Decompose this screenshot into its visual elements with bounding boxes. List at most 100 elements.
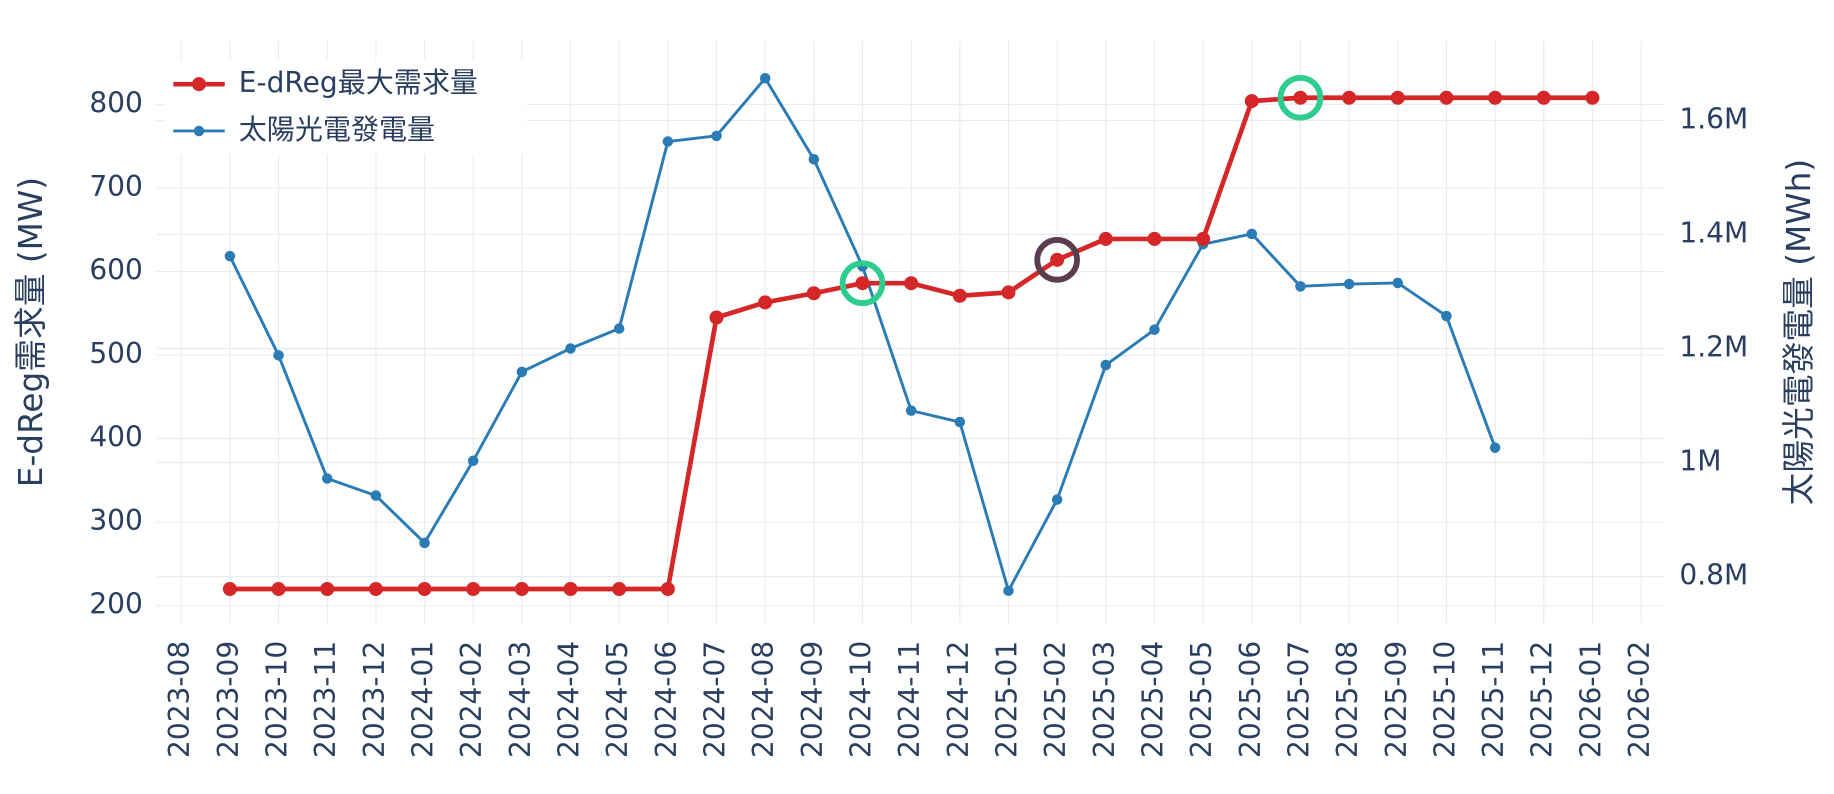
point bbox=[1051, 494, 1063, 505]
point bbox=[273, 350, 284, 361]
point bbox=[1392, 277, 1404, 289]
x-tick-label: 2025-03 bbox=[1088, 641, 1121, 758]
point bbox=[905, 405, 917, 416]
point bbox=[808, 153, 820, 165]
x-tick-label: 2024-08 bbox=[747, 641, 780, 758]
point bbox=[806, 286, 821, 301]
x-tick-label: 2024-05 bbox=[601, 641, 634, 758]
x-tick-label: 2026-02 bbox=[1623, 641, 1656, 758]
point bbox=[1100, 359, 1112, 371]
point bbox=[1295, 281, 1306, 292]
point bbox=[954, 416, 966, 428]
x-tick-label: 2025-07 bbox=[1282, 641, 1315, 758]
x-tick-label: 2025-04 bbox=[1136, 641, 1169, 758]
point bbox=[321, 473, 333, 484]
legend-marker bbox=[193, 125, 205, 137]
x-tick-label: 2024-04 bbox=[553, 641, 586, 758]
point bbox=[612, 582, 627, 597]
point bbox=[1488, 90, 1503, 105]
x-tick-label: 2023-09 bbox=[212, 641, 245, 758]
legend-marker bbox=[191, 77, 207, 92]
legend-label: 太陽光電發電量 bbox=[239, 113, 435, 146]
point bbox=[662, 136, 674, 147]
x-tick-label: 2026-01 bbox=[1574, 641, 1607, 758]
x-tick-label: 2023-10 bbox=[261, 641, 294, 758]
y2-tick-label: 1.2M bbox=[1679, 330, 1748, 363]
y2-tick-label: 0.8M bbox=[1679, 559, 1748, 592]
point bbox=[419, 537, 430, 549]
x-tick-label: 2025-05 bbox=[1185, 641, 1218, 758]
x-tick-label: 2025-01 bbox=[990, 641, 1023, 758]
x-tick-label: 2025-02 bbox=[1039, 641, 1072, 758]
point bbox=[759, 73, 771, 84]
legend-label: E-dReg最大需求量 bbox=[239, 66, 478, 99]
x-tick-label: 2023-12 bbox=[358, 641, 391, 758]
point bbox=[1050, 252, 1065, 267]
point bbox=[368, 582, 383, 597]
x-tick-label: 2024-09 bbox=[796, 641, 829, 758]
x-tick-label: 2025-11 bbox=[1477, 641, 1510, 758]
y2-tick-label: 1.6M bbox=[1679, 102, 1748, 135]
highlight-ring bbox=[1034, 237, 1080, 283]
x-tick-label: 2024-10 bbox=[844, 641, 877, 758]
point bbox=[271, 582, 286, 597]
legend-box bbox=[163, 58, 527, 155]
point bbox=[467, 455, 479, 467]
point bbox=[1246, 228, 1258, 240]
x-tick-label: 2024-06 bbox=[650, 641, 683, 758]
y-axis-title: E-dReg需求量 (MW) bbox=[12, 177, 50, 487]
point bbox=[855, 276, 870, 291]
point bbox=[758, 295, 773, 310]
point bbox=[711, 130, 722, 142]
point bbox=[1343, 278, 1355, 290]
point bbox=[904, 276, 919, 291]
x-tick-label: 2024-12 bbox=[942, 641, 975, 758]
point bbox=[709, 310, 724, 325]
point bbox=[952, 288, 967, 303]
point bbox=[1001, 285, 1016, 300]
y-tick-label: 800 bbox=[89, 86, 143, 119]
point bbox=[417, 582, 432, 597]
point bbox=[660, 582, 675, 597]
y-tick-label: 500 bbox=[89, 337, 143, 370]
point bbox=[1489, 442, 1501, 453]
x-tick-label: 2025-12 bbox=[1526, 641, 1559, 758]
y2-axis-title: 太陽光電發電量 (MWh) bbox=[1780, 159, 1818, 505]
y-tick-label: 700 bbox=[89, 170, 143, 203]
x-tick-label: 2024-02 bbox=[455, 641, 488, 758]
point bbox=[1390, 90, 1405, 105]
y-tick-label: 600 bbox=[89, 254, 143, 287]
point bbox=[1439, 90, 1454, 105]
x-tick-label: 2024-03 bbox=[504, 641, 537, 758]
x-tick-label: 2025-08 bbox=[1331, 641, 1364, 758]
x-tick-label: 2024-11 bbox=[893, 641, 926, 758]
y-tick-label: 300 bbox=[89, 504, 143, 537]
y-tick-label: 400 bbox=[89, 421, 143, 454]
highlight-ring bbox=[839, 260, 886, 307]
x-tick-label: 2023-11 bbox=[309, 641, 342, 758]
x-tick-label: 2025-10 bbox=[1428, 641, 1461, 758]
point bbox=[565, 343, 576, 354]
point bbox=[1293, 90, 1308, 105]
x-tick-label: 2025-09 bbox=[1380, 641, 1413, 758]
point bbox=[514, 582, 529, 597]
y-tick-label: 200 bbox=[89, 588, 143, 621]
point bbox=[1098, 231, 1113, 246]
point bbox=[224, 250, 236, 262]
point bbox=[1536, 90, 1551, 105]
point bbox=[563, 582, 578, 597]
x-tick-label: 2025-06 bbox=[1234, 641, 1267, 758]
point bbox=[613, 323, 625, 334]
highlight-ring bbox=[1277, 74, 1324, 121]
point bbox=[1196, 231, 1211, 246]
point bbox=[370, 490, 382, 501]
point bbox=[466, 582, 481, 597]
point bbox=[1585, 90, 1600, 105]
point bbox=[222, 582, 237, 597]
point bbox=[1244, 94, 1259, 109]
point bbox=[1441, 310, 1452, 322]
y2-tick-label: 1M bbox=[1679, 445, 1721, 478]
point bbox=[516, 366, 528, 378]
